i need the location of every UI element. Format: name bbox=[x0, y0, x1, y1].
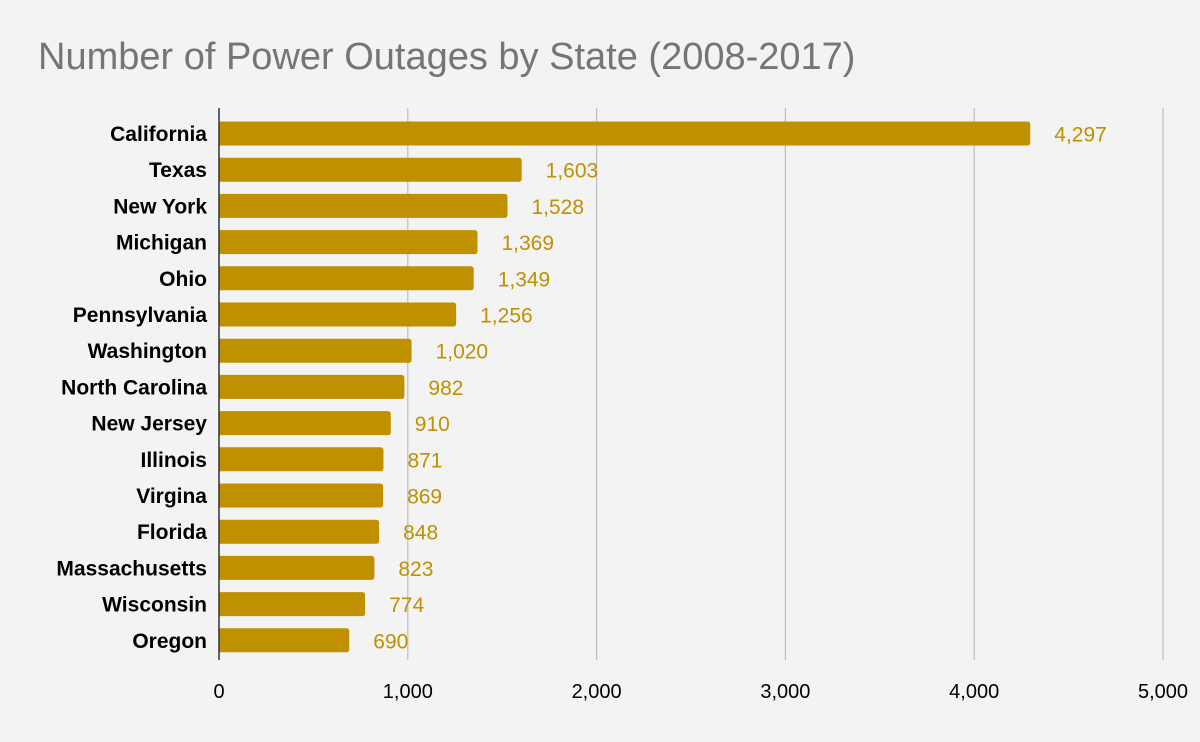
bar bbox=[219, 411, 391, 436]
grid-lines bbox=[407, 108, 1164, 660]
bar bbox=[219, 193, 508, 218]
bar bbox=[219, 121, 1031, 146]
data-label: 869 bbox=[407, 486, 442, 509]
data-label: 1,020 bbox=[436, 341, 489, 364]
category-label: New York bbox=[113, 195, 207, 218]
bar bbox=[219, 519, 380, 544]
category-label: Michigan bbox=[116, 232, 207, 255]
chart-title: Number of Power Outages by State (2008-2… bbox=[38, 36, 856, 78]
data-label: 910 bbox=[415, 413, 450, 436]
data-label: 1,349 bbox=[498, 268, 551, 291]
category-label: Washington bbox=[88, 340, 207, 363]
data-label: 871 bbox=[407, 449, 442, 472]
x-tick-label: 4,000 bbox=[949, 681, 999, 703]
category-label: Illinois bbox=[140, 449, 207, 472]
data-label: 1,603 bbox=[546, 160, 599, 183]
category-label: Florida bbox=[137, 521, 207, 544]
category-label: Ohio bbox=[159, 268, 207, 291]
bar bbox=[219, 555, 375, 580]
category-label: Texas bbox=[149, 159, 207, 182]
data-label: 1,256 bbox=[480, 305, 533, 328]
data-label: 690 bbox=[373, 630, 408, 653]
bar bbox=[219, 628, 350, 653]
category-label: California bbox=[110, 123, 207, 146]
bar bbox=[219, 266, 474, 291]
category-label: Wisconsin bbox=[102, 594, 207, 617]
data-label: 4,297 bbox=[1054, 124, 1107, 147]
data-label: 774 bbox=[389, 594, 424, 617]
x-tick-label: 3,000 bbox=[760, 681, 810, 703]
bars bbox=[219, 121, 1031, 653]
x-tick-label: 2,000 bbox=[572, 681, 622, 703]
x-tick-label: 1,000 bbox=[383, 681, 433, 703]
bar bbox=[219, 592, 366, 617]
bar bbox=[219, 230, 478, 255]
data-label: 1,528 bbox=[531, 196, 584, 219]
data-label: 848 bbox=[403, 522, 438, 545]
bar bbox=[219, 447, 384, 472]
x-tick-label: 5,000 bbox=[1138, 681, 1188, 703]
data-label: 982 bbox=[428, 377, 463, 400]
bar bbox=[219, 302, 457, 327]
category-label: Oregon bbox=[132, 630, 207, 653]
bar bbox=[219, 338, 412, 363]
bar bbox=[219, 374, 405, 399]
data-label: 1,369 bbox=[501, 232, 554, 255]
labels: 0 1,000 2,000 3,000 4,000 5,000 California 4,29… bbox=[56, 123, 1188, 703]
bar bbox=[219, 157, 522, 182]
bar bbox=[219, 483, 384, 508]
x-tick-label: 0 bbox=[213, 681, 224, 703]
category-label: New Jersey bbox=[91, 413, 207, 436]
category-label: Pennsylvania bbox=[73, 304, 208, 327]
category-label: North Carolina bbox=[61, 376, 207, 399]
category-label: Virgina bbox=[136, 485, 207, 508]
category-label: Massachusetts bbox=[56, 557, 207, 580]
data-label: 823 bbox=[398, 558, 433, 581]
